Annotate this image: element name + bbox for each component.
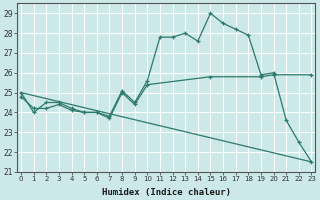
X-axis label: Humidex (Indice chaleur): Humidex (Indice chaleur)	[102, 188, 231, 197]
